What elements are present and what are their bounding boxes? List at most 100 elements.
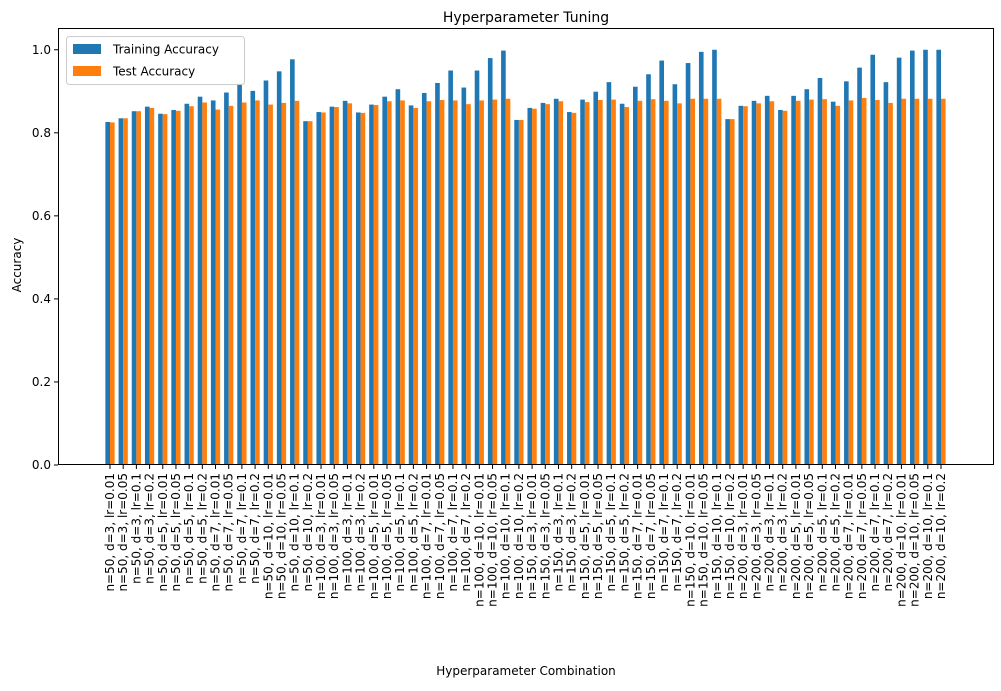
training-accuracy-bar xyxy=(435,82,440,465)
training-accuracy-bar xyxy=(210,100,216,466)
x-tick-label: n=100, d=7, lr=0.01 xyxy=(420,473,434,599)
training-accuracy-bar xyxy=(197,96,203,466)
x-tick-label: n=200, d=5, lr=0.05 xyxy=(802,473,816,599)
test-accuracy-bar xyxy=(466,104,471,465)
test-accuracy-bar xyxy=(505,98,511,465)
legend: Training Accuracy Test Accuracy xyxy=(66,36,245,85)
test-accuracy-bar xyxy=(136,111,141,465)
legend-label-training: Training Accuracy xyxy=(112,43,219,57)
training-accuracy-bar xyxy=(870,54,876,466)
test-accuracy-bar xyxy=(598,100,603,465)
x-tick-label: n=200, d=5, lr=0.2 xyxy=(828,473,842,592)
training-accuracy-bar xyxy=(580,99,585,465)
y-axis-label: Accuracy xyxy=(10,238,24,293)
training-accuracy-bar xyxy=(633,86,638,465)
training-accuracy-bar xyxy=(303,121,308,466)
test-accuracy-bar xyxy=(492,99,498,465)
test-accuracy-bar xyxy=(439,100,445,465)
test-accuracy-bar xyxy=(334,107,339,465)
y-tick-label: 0.8 xyxy=(32,126,51,140)
test-accuracy-bar xyxy=(888,102,893,465)
test-accuracy-bar xyxy=(664,100,669,465)
training-accuracy-bar xyxy=(672,84,678,465)
x-tick-label: n=150, d=7, lr=0.05 xyxy=(644,473,658,599)
x-tick-label: n=100, d=3, lr=0.2 xyxy=(354,473,368,592)
x-tick-label: n=150, d=5, lr=0.1 xyxy=(604,473,618,592)
training-accuracy-bar xyxy=(527,107,533,466)
training-accuracy-bar xyxy=(567,112,572,466)
x-tick-label: n=50, d=5, lr=0.2 xyxy=(195,473,209,584)
test-accuracy-bar xyxy=(782,110,788,466)
test-accuracy-bar xyxy=(228,105,234,465)
x-tick-label: n=50, d=10, lr=0.05 xyxy=(274,473,288,599)
training-accuracy-bar xyxy=(461,87,467,466)
y-tick-label: 0.0 xyxy=(32,458,51,472)
test-accuracy-bar xyxy=(558,101,564,465)
x-tick-label: n=50, d=5, lr=0.1 xyxy=(182,473,196,584)
training-accuracy-bar xyxy=(250,90,256,466)
test-accuracy-bar xyxy=(255,100,260,466)
x-tick-label: n=200, d=5, lr=0.01 xyxy=(789,473,803,599)
x-tick-label: n=50, d=3, lr=0.01 xyxy=(103,473,117,592)
test-accuracy-bar xyxy=(571,112,577,465)
training-accuracy-bar xyxy=(830,101,836,466)
training-accuracy-bar xyxy=(910,50,915,466)
test-accuracy-bar xyxy=(373,104,379,466)
training-accuracy-bar xyxy=(356,112,361,466)
test-accuracy-bar xyxy=(307,121,313,466)
x-tick-label: n=50, d=7, lr=0.05 xyxy=(222,473,236,592)
test-accuracy-bar xyxy=(795,100,801,465)
training-accuracy-bar xyxy=(791,95,796,465)
test-accuracy-bar xyxy=(426,101,432,465)
test-accuracy-bar xyxy=(901,98,907,465)
legend-frame xyxy=(66,36,245,85)
x-tick-label: n=150, d=3, lr=0.01 xyxy=(525,473,539,599)
training-accuracy-bar xyxy=(685,63,691,466)
x-tick-label: n=100, d=10, lr=0.05 xyxy=(486,473,500,607)
test-accuracy-bar xyxy=(941,98,946,465)
test-accuracy-bar xyxy=(360,112,366,465)
training-accuracy-bar xyxy=(184,103,190,466)
training-accuracy-bar xyxy=(237,83,242,465)
x-tick-label: n=50, d=10, lr=0.1 xyxy=(288,473,302,592)
chart-title: Hyperparameter Tuning xyxy=(443,10,609,26)
y-tick-label: 0.2 xyxy=(32,375,51,389)
x-tick-label: n=150, d=7, lr=0.1 xyxy=(657,473,671,592)
training-accuracy-bar xyxy=(131,111,137,465)
x-tick-label: n=100, d=7, lr=0.05 xyxy=(433,473,447,599)
test-accuracy-bar xyxy=(848,100,854,466)
training-accuracy-bar xyxy=(883,82,889,466)
x-tick-label: n=50, d=3, lr=0.1 xyxy=(129,473,143,584)
y-axis: 0.0 0.2 0.4 0.6 0.8 1.0 xyxy=(32,43,58,472)
test-accuracy-bar xyxy=(532,108,537,465)
x-tick-label: n=100, d=5, lr=0.05 xyxy=(380,473,394,599)
x-tick-label: n=150, d=3, lr=0.1 xyxy=(551,473,565,592)
x-tick-label: n=200, d=5, lr=0.1 xyxy=(815,473,829,592)
training-accuracy-bar xyxy=(224,92,229,465)
test-accuracy-bar xyxy=(162,114,168,466)
training-accuracy-bar xyxy=(474,70,480,466)
x-tick-label: n=200, d=7, lr=0.05 xyxy=(855,473,869,599)
test-accuracy-bar xyxy=(413,107,418,466)
x-tick-label: n=100, d=7, lr=0.2 xyxy=(459,473,473,592)
training-accuracy-bar xyxy=(896,57,902,466)
x-tick-label: n=50, d=3, lr=0.05 xyxy=(116,473,130,592)
test-accuracy-bar xyxy=(123,118,128,465)
training-accuracy-bar xyxy=(844,81,849,465)
test-accuracy-bar xyxy=(822,99,827,466)
test-accuracy-bar xyxy=(215,109,221,465)
legend-swatch-test xyxy=(73,66,101,76)
training-accuracy-bar xyxy=(144,106,150,466)
test-accuracy-bar xyxy=(690,98,695,465)
x-tick-label: n=100, d=5, lr=0.01 xyxy=(367,473,381,599)
training-accuracy-bar xyxy=(421,92,427,465)
training-accuracy-bar xyxy=(369,104,374,465)
test-accuracy-bar xyxy=(927,98,933,465)
training-accuracy-bar xyxy=(778,109,783,465)
x-axis-label: Hyperparameter Combination xyxy=(436,664,616,678)
training-accuracy-bar xyxy=(395,89,401,466)
y-tick-label: 0.4 xyxy=(32,292,51,306)
x-tick-label: n=50, d=7, lr=0.2 xyxy=(248,473,262,584)
x-tick-label: n=150, d=10, lr=0.01 xyxy=(683,473,697,607)
test-accuracy-bar xyxy=(584,102,590,465)
